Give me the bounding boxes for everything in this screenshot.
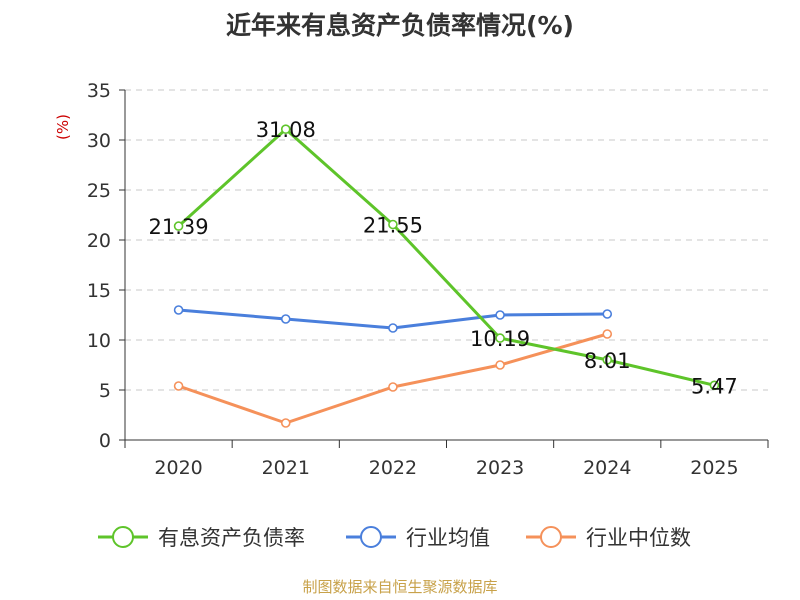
data-point bbox=[495, 360, 505, 370]
data-point bbox=[280, 418, 291, 428]
data-point bbox=[173, 381, 184, 391]
legend-marker bbox=[540, 526, 562, 548]
x-tick-label: 2025 bbox=[690, 457, 738, 479]
x-tick-label: 2021 bbox=[262, 457, 310, 479]
data-point bbox=[173, 305, 184, 315]
y-tick-label: 5 bbox=[99, 380, 111, 402]
legend-label: 行业中位数 bbox=[586, 526, 691, 550]
x-tick-label: 2024 bbox=[583, 457, 631, 479]
data-labels: 21.39 31.08 21.55 10.19 8.01 5.47 bbox=[149, 118, 738, 398]
data-label: 8.01 bbox=[584, 349, 631, 373]
data-label: 31.08 bbox=[256, 118, 316, 142]
legend-marker bbox=[360, 526, 382, 548]
data-point bbox=[173, 221, 184, 231]
data-point bbox=[602, 329, 613, 339]
data-label: 21.39 bbox=[149, 215, 209, 239]
series-line bbox=[177, 127, 715, 387]
x-tick-label: 2020 bbox=[154, 457, 202, 479]
x-tick-label: 2023 bbox=[476, 457, 524, 479]
y-tick-label: 25 bbox=[87, 180, 111, 202]
data-point bbox=[709, 380, 720, 391]
y-tick-label: 0 bbox=[99, 430, 111, 452]
data-point bbox=[495, 333, 505, 343]
grid-lines bbox=[125, 89, 768, 391]
data-label: 21.55 bbox=[363, 214, 423, 238]
legend-marker bbox=[112, 526, 134, 548]
y-tick-label: 10 bbox=[87, 330, 111, 352]
y-tick-label: 15 bbox=[87, 280, 111, 302]
y-tick-label: 35 bbox=[87, 80, 111, 102]
data-point bbox=[388, 323, 398, 333]
y-axis-unit-label: (%) bbox=[54, 114, 72, 140]
data-label: 5.47 bbox=[691, 374, 738, 398]
x-tick-label: 2022 bbox=[369, 457, 417, 479]
source-note: 制图数据来自恒生聚源数据库 bbox=[302, 578, 498, 596]
data-point bbox=[280, 314, 291, 324]
data-point bbox=[602, 355, 613, 365]
data-point bbox=[388, 382, 398, 392]
data-point bbox=[602, 309, 613, 319]
legend-label: 有息资产负债率 bbox=[158, 526, 305, 550]
y-tick-label: 20 bbox=[87, 230, 111, 252]
legend-label: 行业均值 bbox=[406, 526, 490, 550]
data-point bbox=[388, 219, 398, 230]
legend: 有息资产负债率 行业均值 行业中位数 bbox=[98, 526, 691, 550]
series-lines bbox=[173, 124, 720, 428]
data-point bbox=[280, 124, 291, 134]
data-point bbox=[495, 310, 505, 320]
chart-title: 近年来有息资产负债率情况(%) bbox=[226, 11, 574, 40]
y-tick-label: 30 bbox=[87, 130, 111, 152]
data-label: 10.19 bbox=[470, 327, 530, 351]
